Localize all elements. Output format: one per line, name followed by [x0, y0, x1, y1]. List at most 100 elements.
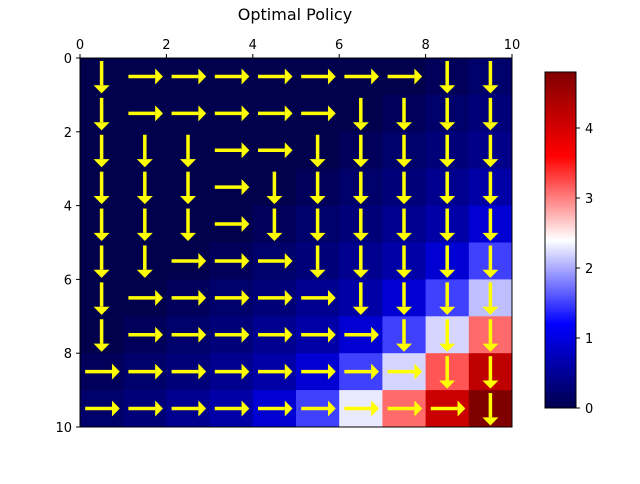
- policy-arrow-down: [136, 134, 153, 168]
- policy-arrow-right: [257, 400, 293, 417]
- y-tick-label: 10: [55, 421, 72, 436]
- policy-arrow-right: [430, 400, 466, 417]
- policy-arrow-down: [93, 171, 110, 205]
- policy-arrow-right: [171, 252, 207, 269]
- policy-arrow-right: [214, 363, 250, 380]
- policy-arrow-right: [257, 105, 293, 122]
- policy-arrow-down: [482, 134, 499, 168]
- policy-arrow-down: [309, 245, 326, 278]
- policy-arrow-down: [136, 245, 153, 278]
- policy-arrow-right: [301, 363, 336, 380]
- policy-arrow-down: [309, 171, 326, 205]
- policy-arrow-right: [128, 105, 163, 122]
- policy-arrow-down: [439, 356, 456, 389]
- policy-arrow-right: [387, 400, 423, 417]
- policy-arrow-right: [171, 363, 207, 380]
- colorbar-tick-label: 0: [585, 402, 593, 417]
- policy-arrow-right: [128, 68, 163, 85]
- policy-arrow-right: [257, 68, 293, 85]
- policy-arrow-down: [352, 282, 369, 315]
- y-axis: 0 2 4 6 8 10: [55, 52, 80, 436]
- policy-arrow-down: [93, 134, 110, 168]
- policy-arrow-down: [136, 171, 153, 205]
- chart-title: Optimal Policy: [238, 5, 352, 24]
- policy-arrow-right: [301, 326, 336, 343]
- policy-arrow-down: [352, 97, 369, 131]
- y-tick-label: 8: [64, 347, 72, 362]
- policy-arrow-right: [214, 216, 250, 233]
- policy-arrow-down: [352, 208, 369, 242]
- policy-arrow-down: [352, 134, 369, 168]
- policy-arrow-right: [214, 252, 250, 269]
- colorbar-tick-label: 3: [585, 192, 593, 207]
- y-tick-label: 6: [64, 273, 72, 288]
- policy-arrow-down: [482, 245, 499, 278]
- y-tick-label: 4: [64, 200, 72, 215]
- policy-arrow-down: [93, 97, 110, 131]
- policy-arrow-down: [396, 245, 412, 278]
- policy-arrow-down: [482, 393, 499, 426]
- policy-arrow-down: [439, 60, 456, 94]
- policy-arrow-right: [85, 400, 120, 417]
- policy-arrow-right: [85, 363, 120, 380]
- policy-arrow-down: [309, 134, 326, 168]
- policy-arrow-down: [266, 171, 283, 205]
- policy-arrow-right: [301, 400, 336, 417]
- policy-arrow-right: [301, 68, 336, 85]
- policy-arrow-down: [93, 245, 110, 278]
- x-tick-label: 10: [504, 38, 521, 53]
- policy-arrows: [85, 60, 499, 426]
- policy-arrow-down: [482, 60, 499, 94]
- colorbar-tick-label: 4: [585, 122, 593, 137]
- policy-arrow-right: [257, 363, 293, 380]
- x-tick-label: 8: [421, 38, 429, 53]
- policy-arrow-down: [266, 208, 283, 242]
- y-tick-label: 0: [64, 52, 72, 67]
- policy-arrow-right: [257, 326, 293, 343]
- policy-arrow-down: [93, 60, 110, 94]
- policy-arrow-down: [93, 282, 110, 315]
- policy-arrow-right: [128, 326, 163, 343]
- policy-arrow-right: [171, 400, 207, 417]
- colorbar: [544, 71, 577, 409]
- policy-arrow-right: [214, 105, 250, 122]
- policy-arrow-right: [257, 252, 293, 269]
- x-tick-label: 2: [162, 38, 170, 53]
- x-tick-label: 4: [249, 38, 257, 53]
- colorbar-tick-label: 2: [585, 262, 593, 277]
- policy-arrow-right: [344, 326, 379, 343]
- policy-arrow-right: [301, 289, 336, 306]
- policy-arrow-down: [309, 208, 326, 242]
- policy-arrow-right: [128, 363, 163, 380]
- policy-arrow-down: [482, 208, 499, 242]
- policy-arrow-right: [214, 326, 250, 343]
- policy-arrow-right: [171, 68, 207, 85]
- policy-arrow-right: [171, 105, 207, 122]
- policy-arrow-down: [396, 208, 412, 242]
- policy-arrow-down: [352, 245, 369, 278]
- policy-arrow-down: [482, 97, 499, 131]
- policy-arrow-down: [439, 282, 456, 315]
- colorbar-ticks: 0 1 2 3 4: [576, 122, 593, 417]
- policy-arrow-down: [352, 171, 369, 205]
- policy-arrow-down: [136, 208, 153, 242]
- policy-arrow-down: [439, 208, 456, 242]
- policy-arrow-down: [396, 171, 412, 205]
- y-tick-label: 2: [64, 126, 72, 141]
- policy-arrow-down: [439, 97, 456, 131]
- x-axis: 0 2 4 6 8 10: [76, 38, 520, 58]
- policy-arrow-right: [214, 289, 250, 306]
- x-tick-label: 6: [335, 38, 343, 53]
- policy-arrow-right: [344, 363, 379, 380]
- policy-arrow-down: [93, 319, 110, 352]
- policy-arrow-down: [93, 208, 110, 242]
- policy-arrow-right: [214, 179, 250, 196]
- policy-arrow-right: [171, 289, 207, 306]
- policy-arrow-down: [439, 245, 456, 278]
- policy-arrow-right: [171, 326, 207, 343]
- policy-arrow-down: [180, 134, 196, 168]
- policy-arrow-down: [396, 134, 412, 168]
- policy-arrow-right: [301, 105, 336, 122]
